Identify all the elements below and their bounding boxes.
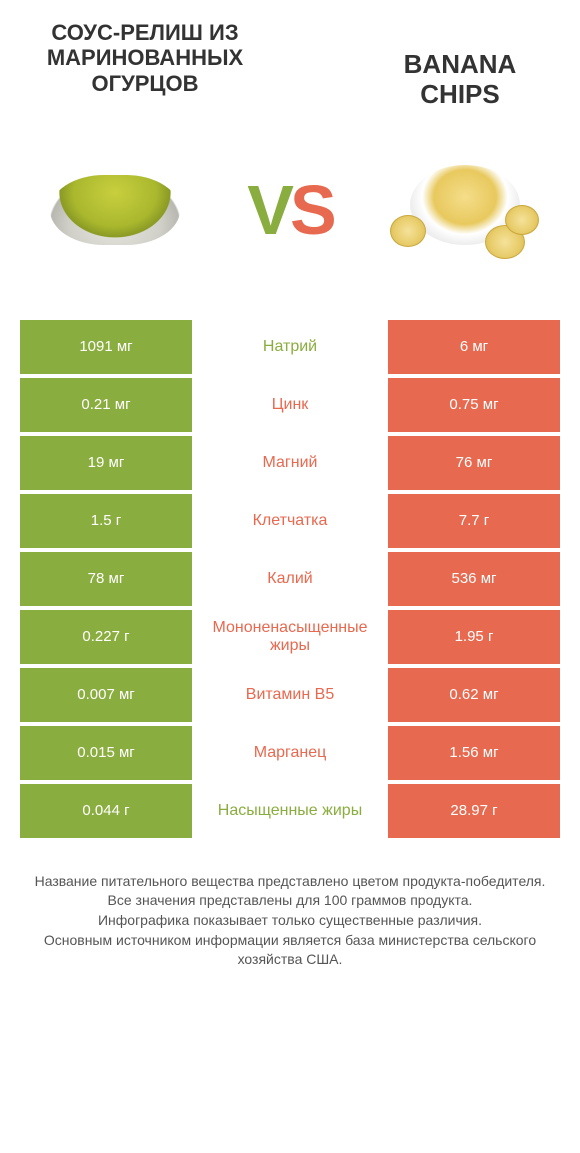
table-row: 1091 мгНатрий6 мг — [20, 320, 560, 374]
footer-notes: Название питательного вещества представл… — [0, 842, 580, 1000]
table-row: 0.007 мгВитамин B50.62 мг — [20, 668, 560, 722]
vs-label: VS — [247, 170, 332, 250]
cell-left-value: 1.5 г — [20, 494, 192, 548]
cell-left-value: 19 мг — [20, 436, 192, 490]
table-row: 0.21 мгЦинк0.75 мг — [20, 378, 560, 432]
relish-bowl-icon — [50, 175, 180, 245]
vs-s: S — [290, 171, 333, 249]
cell-right-value: 536 мг — [388, 552, 560, 606]
table-row: 0.044 гНасыщенные жиры28.97 г — [20, 784, 560, 838]
cell-right-value: 0.62 мг — [388, 668, 560, 722]
cell-right-value: 28.97 г — [388, 784, 560, 838]
cell-label: Калий — [192, 552, 388, 606]
cell-label: Магний — [192, 436, 388, 490]
cell-right-value: 1.56 мг — [388, 726, 560, 780]
relish-image — [30, 140, 200, 280]
cell-label: Насыщенные жиры — [192, 784, 388, 838]
product-title-left: СОУС-РЕЛИШ ИЗ МАРИНОВАННЫХ ОГУРЦОВ — [30, 20, 260, 96]
cell-left-value: 78 мг — [20, 552, 192, 606]
cell-left-value: 1091 мг — [20, 320, 192, 374]
cell-left-value: 0.007 мг — [20, 668, 192, 722]
footer-line: Все значения представлены для 100 граммо… — [20, 891, 560, 911]
cell-label: Витамин B5 — [192, 668, 388, 722]
table-row: 0.015 мгМарганец1.56 мг — [20, 726, 560, 780]
cell-left-value: 0.015 мг — [20, 726, 192, 780]
cell-right-value: 0.75 мг — [388, 378, 560, 432]
footer-line: Инфографика показывает только существенн… — [20, 911, 560, 931]
footer-line: Название питательного вещества представл… — [20, 872, 560, 892]
header: СОУС-РЕЛИШ ИЗ МАРИНОВАННЫХ ОГУРЦОВ BANAN… — [0, 0, 580, 120]
cell-left-value: 0.044 г — [20, 784, 192, 838]
cell-label: Натрий — [192, 320, 388, 374]
cell-label: Цинк — [192, 378, 388, 432]
cell-right-value: 7.7 г — [388, 494, 560, 548]
cell-label: Клетчатка — [192, 494, 388, 548]
cell-left-value: 0.21 мг — [20, 378, 192, 432]
nutrition-table: 1091 мгНатрий6 мг0.21 мгЦинк0.75 мг19 мг… — [20, 320, 560, 838]
vs-v: V — [247, 171, 290, 249]
images-row: VS — [0, 120, 580, 320]
cell-right-value: 6 мг — [388, 320, 560, 374]
product-title-right: BANANA CHIPS — [370, 20, 550, 110]
table-row: 78 мгКалий536 мг — [20, 552, 560, 606]
cell-right-value: 1.95 г — [388, 610, 560, 664]
cell-label: Марганец — [192, 726, 388, 780]
table-row: 0.227 гМононенасыщенные жиры1.95 г — [20, 610, 560, 664]
cell-right-value: 76 мг — [388, 436, 560, 490]
table-row: 1.5 гКлетчатка7.7 г — [20, 494, 560, 548]
cell-label: Мононенасыщенные жиры — [192, 610, 388, 664]
cell-left-value: 0.227 г — [20, 610, 192, 664]
table-row: 19 мгМагний76 мг — [20, 436, 560, 490]
chips-icon — [390, 150, 540, 270]
banana-chips-image — [380, 140, 550, 280]
footer-line: Основным источником информации является … — [20, 931, 560, 970]
